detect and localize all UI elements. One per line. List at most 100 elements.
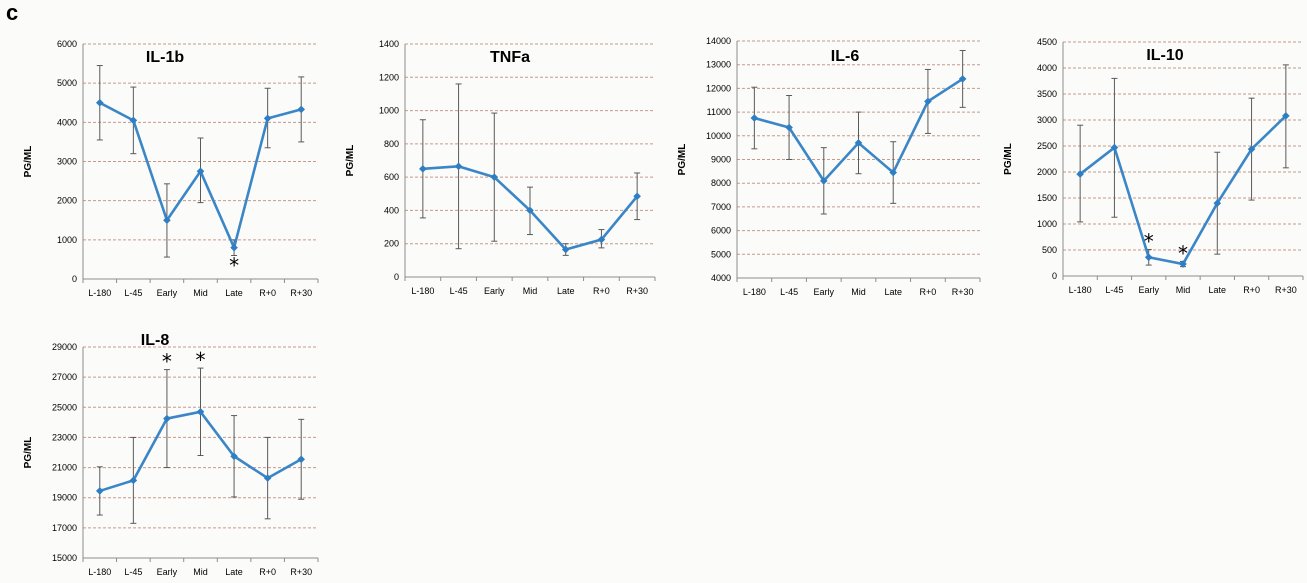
y-tick-label: 4000 [1037, 63, 1057, 73]
data-point [819, 177, 828, 185]
x-tick-label: L-180 [88, 567, 111, 577]
x-tick-label: R+0 [259, 288, 276, 298]
data-point [95, 98, 104, 107]
data-point [924, 97, 932, 106]
x-tick-label: Mid [523, 286, 538, 296]
data-point [230, 452, 238, 461]
y-tick-label: 800 [384, 139, 399, 149]
chart-svg: 0 200 400 600 800 1000 1200 1400 L-180 L-45 Early M… [345, 39, 656, 296]
data-point [163, 414, 171, 423]
y-axis-label: PG/ML [345, 145, 356, 177]
data-point [750, 114, 759, 122]
x-tick-label: R+0 [259, 567, 276, 577]
x-tick-label: R+30 [290, 567, 312, 577]
x-tick-label: R+30 [290, 288, 312, 298]
data-point [490, 173, 499, 181]
y-axis-label: PG/ML [23, 146, 34, 178]
x-tick-label: R+0 [593, 286, 610, 296]
data-point [163, 216, 171, 225]
y-tick-label: 14000 [706, 36, 731, 46]
x-tick-label: R+30 [626, 286, 648, 296]
y-tick-label: 19000 [52, 493, 77, 503]
data-point [230, 243, 238, 252]
y-tick-label: 21000 [52, 463, 77, 473]
data-point [958, 75, 967, 83]
x-tick-label: L-180 [88, 288, 111, 298]
y-tick-label: 8000 [711, 178, 731, 188]
data-point [1247, 145, 1256, 153]
data-point [297, 105, 306, 114]
data-point [889, 168, 898, 177]
data-point [419, 165, 427, 173]
data-point [1076, 170, 1084, 178]
data-point [597, 235, 606, 244]
y-tick-label: 25000 [52, 402, 77, 412]
y-tick-label: 1000 [379, 106, 399, 116]
y-tick-label: 1400 [379, 39, 399, 49]
chart-il8: 15000 17000 19000 21000 23000 25000 27000 29000… [0, 325, 330, 583]
x-tick-label: L-45 [1105, 285, 1123, 295]
data-point [785, 123, 793, 132]
x-tick-label: Early [484, 286, 505, 296]
y-tick-label: 3500 [1037, 89, 1057, 99]
x-tick-label: R+0 [1243, 285, 1260, 295]
significance-marker: * [229, 254, 239, 278]
data-point [454, 162, 463, 171]
chart-title: IL-8 [141, 332, 170, 349]
y-tick-label: 6000 [711, 226, 731, 236]
data-point [1282, 112, 1290, 120]
y-tick-label: 1500 [1037, 193, 1057, 203]
x-tick-label: Early [157, 567, 178, 577]
y-tick-label: 9000 [711, 155, 731, 165]
significance-marker: * [1144, 229, 1154, 253]
x-tick-label: Late [884, 287, 902, 297]
chart-title: IL-10 [1146, 47, 1183, 64]
chart-tnfa: 0 200 400 600 800 1000 1200 1400 L-180 L-45 Early M… [335, 30, 660, 300]
data-point [1213, 199, 1222, 207]
y-axis-label: PG/ML [677, 144, 688, 176]
data-point [129, 476, 138, 485]
y-tick-label: 17000 [52, 523, 77, 533]
chart-svg: 0 500 1000 1500 2000 2500 3000 3500 4000 4500 L-18… [1003, 37, 1304, 295]
y-tick-label: 2000 [57, 196, 77, 206]
y-tick-label: 0 [72, 274, 77, 284]
x-tick-label: L-180 [743, 287, 766, 297]
chart-il6: 4000 5000 6000 7000 8000 9000 10000 11000 12000 1… [660, 30, 990, 300]
data-point [1144, 253, 1153, 262]
data-point [297, 455, 306, 464]
y-tick-label: 5000 [711, 249, 731, 259]
y-tick-label: 0 [1052, 271, 1057, 281]
x-tick-label: Early [157, 288, 178, 298]
y-tick-label: 0 [394, 272, 399, 282]
x-tick-label: Mid [1176, 285, 1191, 295]
data-point [95, 487, 104, 495]
chart-il1b: 0 1000 2000 3000 4000 5000 6000 L-180 L-45 Early M… [0, 30, 330, 300]
y-tick-label: 1000 [1037, 219, 1057, 229]
data-point [263, 474, 272, 482]
y-tick-label: 15000 [52, 553, 77, 563]
y-tick-label: 600 [384, 172, 399, 182]
x-tick-label: Early [814, 287, 835, 297]
data-point [1110, 143, 1119, 152]
data-point [633, 192, 641, 201]
data-point [129, 116, 138, 125]
x-tick-label: L-180 [1069, 285, 1092, 295]
significance-marker: * [196, 348, 206, 372]
y-tick-label: 200 [384, 239, 399, 249]
y-tick-label: 7000 [711, 202, 731, 212]
x-tick-label: L-45 [780, 287, 798, 297]
chart-title: IL-1b [146, 49, 184, 66]
x-tick-label: L-180 [411, 286, 434, 296]
y-tick-label: 4000 [711, 273, 731, 283]
x-tick-label: R+30 [952, 287, 974, 297]
x-tick-label: L-45 [124, 288, 142, 298]
y-tick-label: 500 [1042, 245, 1057, 255]
y-tick-label: 23000 [52, 432, 77, 442]
x-tick-label: Late [225, 288, 243, 298]
y-tick-label: 1200 [379, 72, 399, 82]
y-tick-label: 2500 [1037, 141, 1057, 151]
significance-marker: * [1178, 241, 1188, 265]
data-point [196, 167, 205, 176]
x-tick-label: R+30 [1275, 285, 1297, 295]
y-tick-label: 12000 [706, 83, 731, 93]
